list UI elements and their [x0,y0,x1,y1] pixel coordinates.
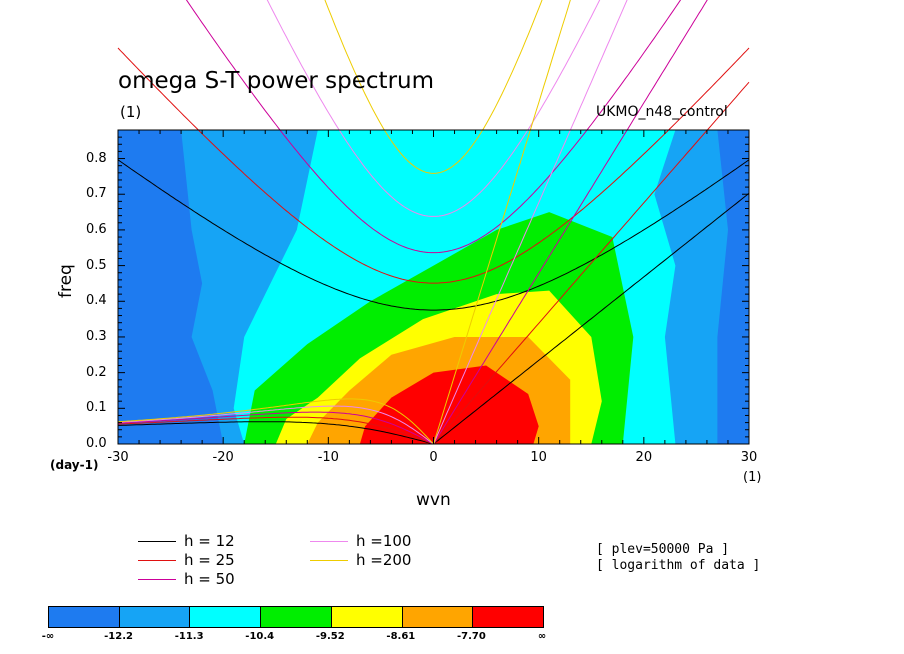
curve-gravity-h12 [117,159,750,311]
y-unit-note: (day-1) [50,458,99,472]
x-unit-note: (1) [743,470,762,485]
legend-label: h =200 [356,551,412,569]
colorbar-level: ∞ [537,631,547,642]
y-tick-label: 0.3 [86,328,107,344]
contour-band-7 [359,365,539,444]
x-tick-label: -10 [317,450,339,465]
x-tick-label: 0 [429,450,438,465]
colorbar-level: -11.3 [174,631,204,642]
y-tick-label: 0.4 [86,293,107,309]
curve-gravity-h25 [117,47,750,284]
curve-rossby-h25 [117,416,434,444]
colorbar-swatch [119,607,191,627]
y-tick-label: 0.6 [86,221,107,237]
contour-fills [118,130,749,444]
annotation-log: [ logarithm of data ] [596,558,761,573]
x-tick-label: -30 [107,450,129,465]
legend-line [138,560,176,561]
colorbar-swatch [261,607,332,627]
axis-ticks [117,130,750,445]
curve-kelvin-h200 [433,0,571,444]
curve-rossby-h100 [117,405,434,444]
x-tick-label: 10 [530,450,547,465]
curve-rossby-h50 [117,411,434,444]
curve-kelvin-h100 [433,0,628,444]
x-tick-label: 30 [740,450,758,465]
legend-line [138,541,176,542]
colorbar-level: -10.4 [245,631,275,642]
colorbar-swatch [190,607,262,627]
legend-line [310,541,348,542]
annotation-plev: [ plev=50000 Pa ] [596,542,730,557]
x-tick-label: -20 [212,450,234,465]
dataset-label: UKMO_n48_control [596,104,728,120]
colorbar-swatch [402,607,474,627]
legend-label: h =100 [356,532,412,550]
curve-kelvin-h50 [433,0,708,444]
y-tick-label: 0.1 [86,400,107,416]
colorbar-swatch [473,607,544,627]
colorbar-level: -9.52 [315,631,345,642]
curve-rossby-h12 [118,421,434,444]
y-tick-label: 0.8 [86,150,107,166]
x-tick-label: 20 [635,450,653,465]
colorbar-level: -∞ [41,631,55,642]
y-axis-label: freq [56,264,76,298]
colorbar [48,606,544,628]
y-tick-label: 0.2 [86,364,107,380]
x-axis-label: wvn [416,490,451,510]
y-tick-label: 0.0 [86,436,107,451]
curve-gravity-h200 [324,0,543,174]
curve-rossby-h200 [117,398,434,444]
legend-label: h = 25 [184,551,235,569]
chart-subtitle: (1) [120,103,142,121]
y-tick-label: 0.5 [86,257,107,273]
curve-kelvin-h25 [433,81,750,444]
curve-kelvin-h12 [433,192,750,444]
colorbar-level: -7.70 [457,631,486,642]
legend-line [310,560,348,561]
chart-title: omega S-T power spectrum [118,68,435,94]
y-tick-label: 0.7 [86,186,107,202]
legend-label: h = 12 [184,532,235,550]
curve-gravity-h100 [266,0,601,217]
dispersion-curves [117,0,750,444]
legend-line [138,579,176,580]
colorbar-level: -12.2 [104,631,133,642]
colorbar-swatch [331,607,403,627]
colorbar-level: -8.61 [386,631,416,642]
legend-label: h = 50 [184,570,235,588]
curve-gravity-h50 [185,0,682,254]
colorbar-swatch [49,607,120,627]
